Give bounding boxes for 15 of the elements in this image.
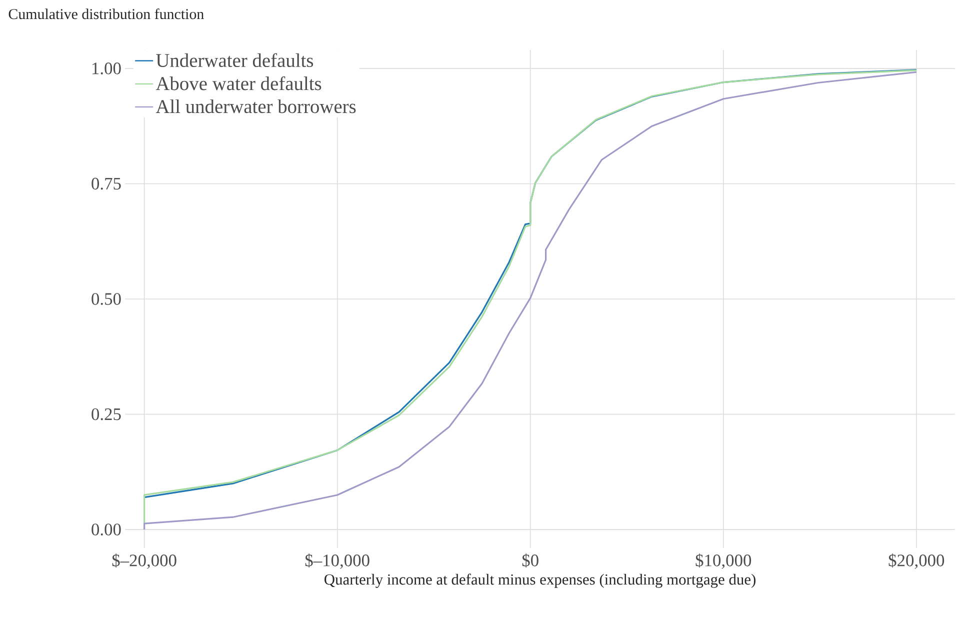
legend-label: Underwater defaults <box>156 53 314 68</box>
y-tick-label: 0.75 <box>92 178 121 190</box>
y-tick-label: 0.50 <box>92 293 121 305</box>
y-axis-title: Cumulative distribution function <box>8 8 204 20</box>
y-tick-label: 0.25 <box>92 408 121 420</box>
x-tick-label: $20,000 <box>888 554 944 569</box>
y-tick-label: 0.00 <box>92 524 121 536</box>
x-tick-label: $–20,000 <box>112 554 176 569</box>
x-axis-title: Quarterly income at default minus expenses (including mortgage due) <box>324 574 756 588</box>
legend-label: All underwater borrowers <box>156 99 356 114</box>
legend-label: Above water defaults <box>156 76 322 90</box>
x-tick-label: $0 <box>522 554 538 568</box>
x-tick-label: $–10,000 <box>305 554 370 569</box>
x-tick-label: $10,000 <box>696 554 752 569</box>
y-tick-label: 1.00 <box>92 62 121 74</box>
